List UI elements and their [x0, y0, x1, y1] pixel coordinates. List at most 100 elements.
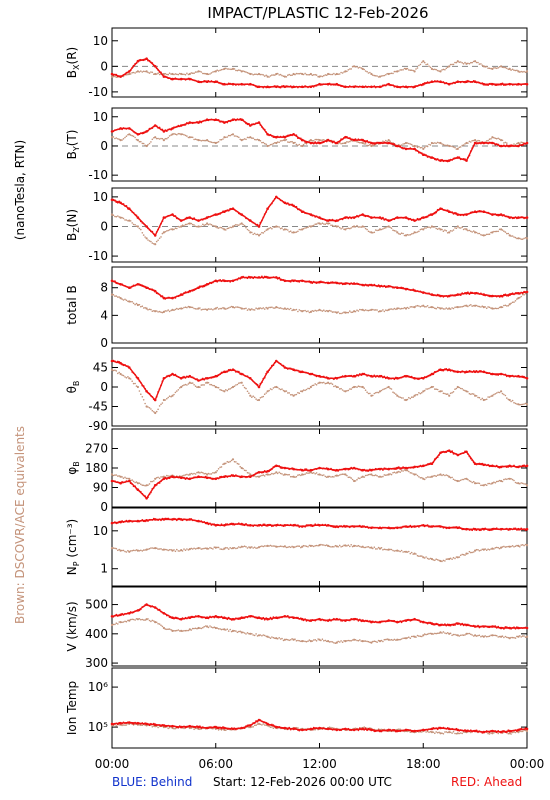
- jitter-point: [477, 292, 479, 294]
- jitter-point: [286, 615, 289, 617]
- jitter-point: [122, 203, 125, 205]
- jitter-point: [253, 138, 256, 141]
- jitter-point: [151, 547, 154, 549]
- jitter-point: [235, 384, 237, 386]
- jitter-point: [225, 629, 227, 631]
- jitter-point: [371, 284, 374, 287]
- jitter-point: [112, 615, 115, 618]
- jitter-point: [144, 224, 147, 226]
- jitter-point: [138, 482, 141, 485]
- jitter-point: [488, 233, 491, 235]
- left-label-units: (nanoTesla, RTN): [13, 140, 27, 240]
- jitter-point: [135, 214, 138, 217]
- jitter-point: [346, 282, 348, 284]
- jitter-point: [462, 452, 465, 454]
- jitter-point: [262, 307, 265, 309]
- jitter-point: [426, 476, 429, 478]
- jitter-point: [121, 298, 123, 300]
- jitter-point: [503, 465, 505, 468]
- jitter-point: [418, 635, 420, 637]
- jitter-point: [294, 141, 296, 144]
- jitter-point: [331, 83, 334, 86]
- jitter-point: [294, 616, 296, 619]
- jitter-point: [462, 305, 465, 308]
- jitter-point: [181, 475, 184, 477]
- data-point: [283, 390, 286, 393]
- jitter-point: [288, 308, 291, 311]
- jitter-point: [484, 463, 487, 466]
- jitter-point: [175, 616, 178, 619]
- jitter-point: [274, 386, 276, 388]
- jitter-point: [511, 301, 514, 304]
- jitter-point: [174, 73, 177, 75]
- jitter-point: [131, 285, 134, 288]
- jitter-point: [331, 475, 334, 478]
- jitter-point: [302, 139, 305, 142]
- jitter-point: [510, 545, 512, 548]
- jitter-point: [307, 74, 309, 76]
- jitter-point: [324, 475, 327, 478]
- jitter-point: [349, 388, 351, 390]
- jitter-point: [383, 638, 386, 641]
- jitter-point: [294, 476, 296, 479]
- data-point: [335, 219, 339, 222]
- jitter-point: [216, 213, 219, 216]
- y-tick-label: 10⁶: [88, 680, 108, 694]
- jitter-point: [216, 386, 218, 389]
- jitter-point: [233, 369, 236, 372]
- jitter-point: [497, 391, 500, 394]
- jitter-point: [330, 546, 332, 548]
- jitter-point: [399, 468, 402, 470]
- data-point: [344, 640, 347, 643]
- jitter-point: [322, 83, 325, 86]
- jitter-point: [279, 307, 282, 309]
- jitter-point: [444, 295, 446, 297]
- jitter-point: [523, 294, 525, 296]
- jitter-point: [278, 307, 281, 310]
- jitter-point: [124, 285, 126, 287]
- jitter-point: [255, 617, 257, 619]
- jitter-point: [144, 724, 146, 726]
- jitter-point: [354, 525, 357, 528]
- jitter-point: [190, 615, 193, 618]
- jitter-point: [261, 126, 263, 128]
- jitter-point: [371, 216, 374, 219]
- jitter-point: [392, 549, 394, 552]
- jitter-point: [459, 61, 462, 63]
- jitter-point: [140, 70, 142, 72]
- jitter-point: [418, 64, 420, 67]
- jitter-point: [382, 475, 384, 478]
- jitter-point: [480, 210, 482, 212]
- jitter-point: [416, 231, 419, 233]
- jitter-point: [346, 640, 348, 642]
- jitter-point: [281, 616, 283, 619]
- jitter-point: [402, 287, 404, 289]
- jitter-point: [442, 392, 445, 395]
- jitter-point: [399, 471, 402, 474]
- jitter-point: [485, 549, 488, 551]
- jitter-point: [261, 275, 263, 278]
- jitter-point: [314, 141, 317, 144]
- jitter-point: [481, 305, 484, 308]
- jitter-point: [504, 626, 507, 628]
- data-point: [344, 228, 347, 231]
- jitter-point: [441, 474, 443, 477]
- jitter-point: [436, 632, 439, 635]
- jitter-point: [324, 544, 327, 547]
- jitter-point: [312, 729, 315, 731]
- jitter-point: [520, 144, 523, 146]
- jitter-point: [259, 475, 262, 477]
- data-point: [301, 72, 304, 76]
- jitter-point: [174, 133, 177, 135]
- jitter-point: [246, 217, 249, 220]
- jitter-point: [287, 474, 289, 476]
- jitter-point: [372, 640, 374, 643]
- jitter-point: [494, 527, 497, 530]
- jitter-point: [434, 226, 436, 228]
- y-tick-label: 0: [100, 336, 108, 350]
- jitter-point: [478, 305, 481, 308]
- jitter-point: [454, 557, 456, 560]
- jitter-point: [364, 474, 367, 477]
- jitter-point: [314, 728, 317, 731]
- jitter-point: [503, 142, 505, 144]
